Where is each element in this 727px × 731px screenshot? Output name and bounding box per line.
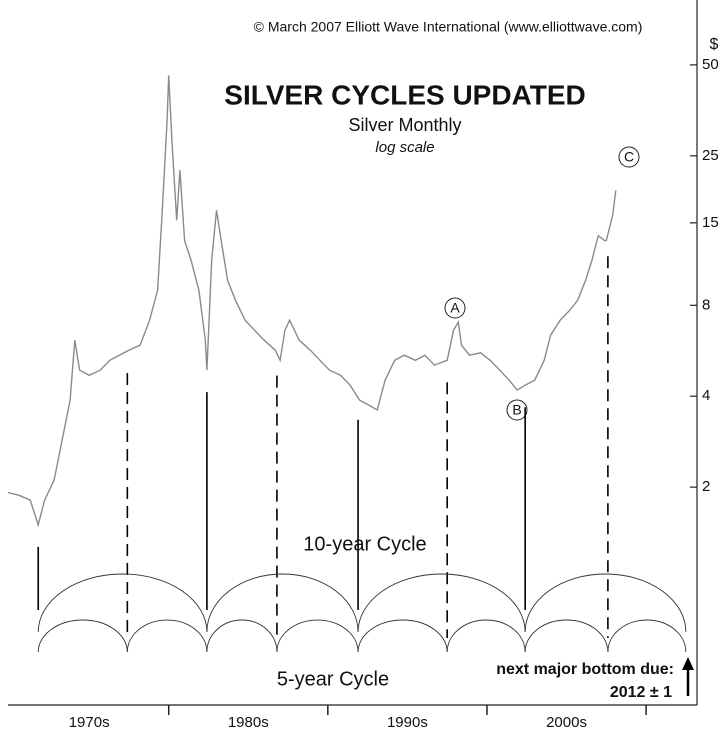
long-cycle-label: 10-year Cycle: [303, 533, 426, 555]
short-cycle-arc: [276, 619, 359, 653]
y-tick-label: 8: [702, 296, 710, 313]
x-tick-label: 1990s: [387, 714, 428, 731]
short-cycle-arc: [446, 619, 526, 653]
subtitle: Silver Monthly: [348, 115, 461, 135]
short-cycle-arc: [206, 619, 278, 653]
long-cycle-arc: [206, 573, 359, 633]
chart-title: SILVER CYCLES UPDATED: [224, 79, 585, 110]
annotation-text: A: [450, 300, 460, 316]
y-unit: $: [710, 36, 719, 53]
short-cycle-arc: [126, 619, 208, 653]
short-cycle-arc: [37, 619, 128, 653]
long-cycle-arc: [357, 573, 526, 633]
short-cycle-arc: [524, 619, 609, 653]
annotation-text: B: [512, 402, 521, 418]
y-tick-label: 50: [702, 56, 719, 73]
long-cycle-arc: [524, 573, 687, 633]
short-cycle-arc: [357, 619, 448, 653]
annotation-circle: [444, 297, 466, 319]
scale-note: log scale: [375, 139, 434, 156]
annotation-b: B: [506, 399, 528, 421]
x-tick-label: 2000s: [546, 714, 587, 731]
forecast-value: 2012 ± 1: [610, 684, 672, 701]
price-line: [7, 75, 617, 528]
short-cycle-label: 5-year Cycle: [277, 668, 389, 690]
copyright: © March 2007 Elliott Wave International …: [254, 19, 643, 35]
y-tick-label: 2: [702, 478, 710, 495]
annotation-circle: [506, 399, 528, 421]
annotation-c: C: [618, 146, 640, 168]
annotation-text: C: [624, 149, 634, 165]
y-tick-label: 4: [702, 387, 710, 404]
x-tick-label: 1970s: [69, 714, 110, 731]
x-tick-label: 1980s: [228, 714, 269, 731]
forecast-label: next major bottom due:: [496, 661, 674, 678]
y-tick-label: 15: [702, 214, 719, 231]
short-cycle-arc: [607, 619, 687, 653]
annotation-circle: [618, 146, 640, 168]
annotation-a: A: [444, 297, 466, 319]
forecast-arrowhead: [682, 657, 694, 670]
long-cycle-arc: [37, 573, 208, 633]
y-tick-label: 25: [702, 147, 719, 164]
